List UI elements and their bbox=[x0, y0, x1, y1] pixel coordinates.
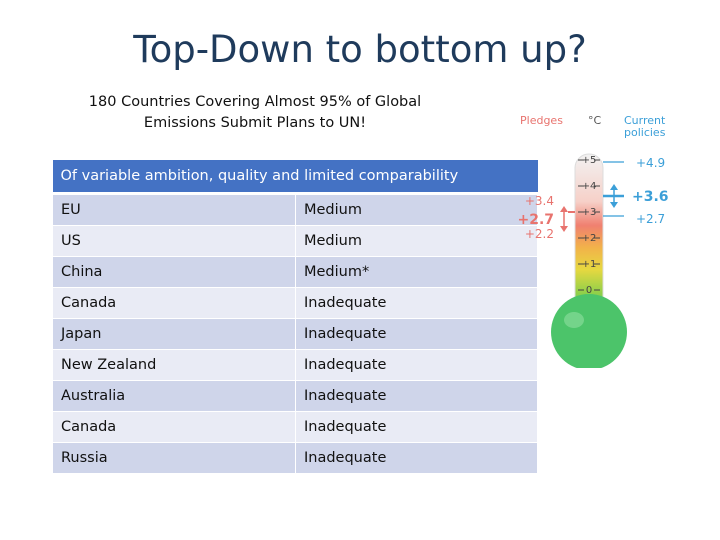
country-cell: Australia bbox=[52, 380, 296, 412]
table-row: US Medium bbox=[52, 225, 538, 257]
subtitle-line-1: 180 Countries Covering Almost 95% of Glo… bbox=[88, 94, 422, 110]
scale-tick-label: 0 bbox=[586, 285, 592, 296]
country-cell: Japan bbox=[52, 318, 296, 350]
subtitle-line-2: Emissions Submit Plans to UN! bbox=[143, 115, 367, 131]
scale-tick-label: +3 bbox=[582, 207, 597, 218]
rating-cell: Medium bbox=[295, 225, 538, 257]
rating-cell: Medium* bbox=[295, 256, 538, 288]
thermometer-bulb bbox=[551, 294, 627, 368]
current-policies-label-line1: Current bbox=[624, 114, 666, 127]
scale-tick-label: +4 bbox=[582, 181, 597, 192]
pledges-range: +3.4 +2.7 +2.2 bbox=[517, 194, 575, 241]
current-policies-label-line2: policies bbox=[624, 126, 666, 139]
current-mid-value: +3.6 bbox=[632, 189, 669, 205]
country-ratings-table: Of variable ambition, quality and limite… bbox=[52, 160, 538, 474]
table-row: Russia Inadequate bbox=[52, 442, 538, 474]
table-row: New Zealand Inadequate bbox=[52, 349, 538, 381]
bulb-highlight bbox=[564, 312, 584, 328]
country-cell: Canada bbox=[52, 287, 296, 319]
rating-cell: Inadequate bbox=[295, 318, 538, 350]
scale-tick-label: +5 bbox=[582, 155, 597, 166]
pledges-high-value: +3.4 bbox=[525, 194, 554, 208]
table-row: Australia Inadequate bbox=[52, 380, 538, 412]
arrow-up-icon bbox=[560, 206, 568, 212]
rating-cell: Inadequate bbox=[295, 380, 538, 412]
table-row: Canada Inadequate bbox=[52, 411, 538, 443]
arrow-up-icon bbox=[610, 184, 618, 190]
country-cell: US bbox=[52, 225, 296, 257]
rating-cell: Inadequate bbox=[295, 349, 538, 381]
table-row: EU Medium bbox=[52, 193, 538, 226]
scale-tick-label: +2 bbox=[582, 233, 597, 244]
table-header: Of variable ambition, quality and limite… bbox=[52, 160, 538, 195]
unit-label: °C bbox=[588, 114, 602, 127]
rating-cell: Medium bbox=[295, 193, 538, 226]
arrow-down-icon bbox=[560, 226, 568, 232]
rating-cell: Inadequate bbox=[295, 411, 538, 443]
slide-subtitle: 180 Countries Covering Almost 95% of Glo… bbox=[70, 92, 440, 134]
rating-cell: Inadequate bbox=[295, 442, 538, 474]
current-high-value: +4.9 bbox=[636, 156, 665, 170]
temperature-scale: +5 +4 +3 +2 +1 0 bbox=[578, 155, 600, 296]
thermometer-graphic: Pledges °C Current policies +5 +4 +3 +2 … bbox=[517, 114, 669, 368]
scale-tick-label: +1 bbox=[582, 259, 597, 270]
slide-title: Top-Down to bottom up? bbox=[133, 28, 587, 71]
table-row: China Medium* bbox=[52, 256, 538, 288]
pledges-label: Pledges bbox=[520, 114, 563, 127]
current-policies-range: +4.9 +3.6 +2.7 bbox=[603, 156, 669, 226]
country-cell: EU bbox=[52, 193, 296, 226]
table-row: Japan Inadequate bbox=[52, 318, 538, 350]
country-cell: China bbox=[52, 256, 296, 288]
country-cell: Canada bbox=[52, 411, 296, 443]
table-row: Canada Inadequate bbox=[52, 287, 538, 319]
rating-cell: Inadequate bbox=[295, 287, 538, 319]
arrow-down-icon bbox=[610, 202, 618, 208]
country-cell: New Zealand bbox=[52, 349, 296, 381]
country-cell: Russia bbox=[52, 442, 296, 474]
current-low-value: +2.7 bbox=[636, 212, 665, 226]
pledges-low-value: +2.2 bbox=[525, 227, 554, 241]
pledges-mid-value: +2.7 bbox=[517, 212, 554, 228]
